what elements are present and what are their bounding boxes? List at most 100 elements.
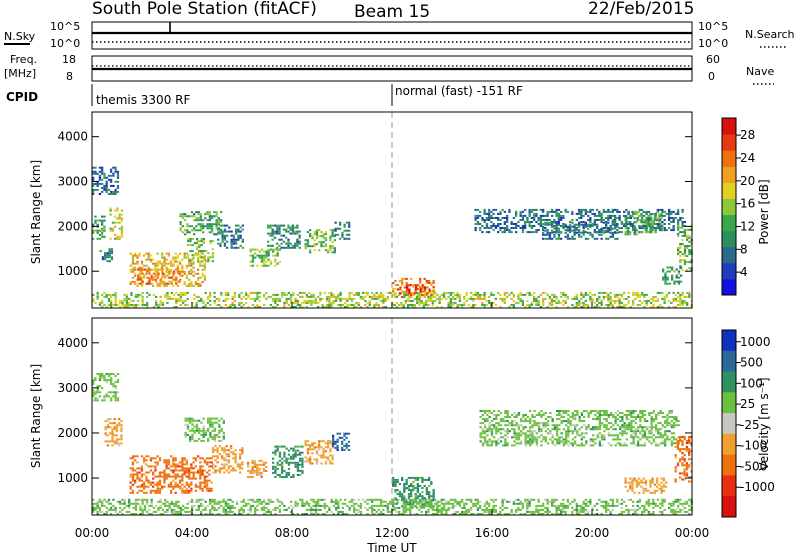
power-cell (503, 293, 506, 296)
velocity-cell (630, 424, 633, 427)
power-cell (150, 274, 153, 277)
velocity-cell (174, 459, 177, 462)
power-cell (651, 229, 654, 232)
velocity-cell (515, 438, 518, 441)
velocity-cell (513, 416, 516, 418)
velocity-cell (184, 417, 187, 420)
velocity-cell (605, 420, 608, 423)
power-cell (562, 217, 565, 219)
power-cell (591, 225, 594, 227)
power-cell (533, 231, 536, 234)
velocity-cell (416, 489, 419, 492)
velocity-cell (172, 471, 175, 474)
velocity-cell (232, 467, 235, 470)
power-cell (582, 293, 585, 296)
velocity-cell (313, 446, 316, 449)
power-cell (146, 270, 149, 273)
velocity-cell (341, 442, 344, 445)
velocity-cell (281, 461, 284, 464)
velocity-cell (210, 481, 213, 484)
power-cell (528, 291, 531, 294)
velocity-cell (322, 450, 325, 453)
power-cell (181, 258, 184, 261)
power-cell (470, 295, 473, 298)
power-cell (582, 295, 585, 298)
velocity-cell (499, 432, 503, 435)
power-cell (192, 266, 195, 269)
power-cell (587, 214, 590, 217)
power-cell (562, 225, 565, 227)
power-cell (654, 223, 657, 225)
velocity-cell (176, 473, 179, 476)
power-cell (203, 268, 206, 271)
power-cell (341, 233, 344, 236)
velocity-cell (553, 424, 556, 427)
velocity-cell (601, 436, 604, 439)
velocity-cell (253, 465, 257, 468)
power-cell (134, 252, 137, 255)
power-cell (172, 274, 175, 277)
power-cell (108, 256, 111, 259)
velocity-cell (170, 475, 173, 478)
velocity-cell (585, 410, 588, 412)
power-cell (548, 231, 552, 234)
velocity-cell (98, 510, 102, 513)
power-cell (419, 290, 422, 293)
power-cell (98, 304, 102, 306)
velocity-cell (96, 397, 99, 400)
power-cell (249, 264, 252, 267)
power-cell (506, 217, 509, 219)
velocity-cell (172, 485, 175, 488)
velocity-cell (484, 432, 487, 435)
velocity-cell (666, 438, 669, 441)
power-cell (683, 301, 686, 304)
velocity-cell (412, 485, 415, 487)
velocity-cell (120, 434, 123, 437)
velocity-cell (488, 422, 491, 425)
velocity-cell (542, 426, 545, 429)
velocity-cell (194, 485, 197, 488)
velocity-cell (103, 399, 106, 402)
velocity-cell (674, 466, 677, 469)
velocity-cell (222, 433, 225, 436)
power-cell (578, 208, 581, 211)
power-cell (548, 219, 552, 221)
power-cell (573, 237, 576, 240)
power-cell (179, 278, 182, 281)
power-cell (237, 228, 240, 231)
velocity-cell (488, 410, 491, 412)
velocity-cell (218, 453, 222, 456)
velocity-cell (423, 485, 426, 487)
power-cell (555, 231, 558, 234)
velocity-cell (170, 481, 173, 484)
velocity-cell (201, 469, 204, 472)
velocity-cell (191, 419, 194, 422)
velocity-cell (630, 436, 633, 439)
power-cell (101, 231, 104, 234)
velocity-cell (174, 469, 177, 472)
power-cell (359, 306, 362, 308)
velocity-cell (578, 420, 581, 423)
power-cell (409, 304, 412, 306)
velocity-cell (616, 436, 619, 439)
power-cell (308, 299, 311, 302)
velocity-cell (515, 442, 518, 445)
velocity-cell (632, 432, 635, 435)
power-cell (183, 252, 186, 255)
velocity-cell (655, 428, 658, 431)
power-cell (193, 233, 196, 236)
velocity-cell (526, 442, 530, 445)
velocity-cell (227, 459, 230, 462)
power-cell (166, 268, 169, 271)
velocity-cell (639, 410, 642, 412)
power-cell (364, 291, 367, 294)
power-cell (276, 226, 279, 229)
velocity-cell (185, 489, 188, 492)
power-cell (285, 299, 288, 302)
power-cell (620, 306, 623, 308)
velocity-cell (549, 430, 552, 433)
power-cell (636, 293, 639, 296)
power-cell (134, 268, 137, 271)
velocity-cell (225, 459, 228, 462)
power-cell (663, 210, 666, 213)
